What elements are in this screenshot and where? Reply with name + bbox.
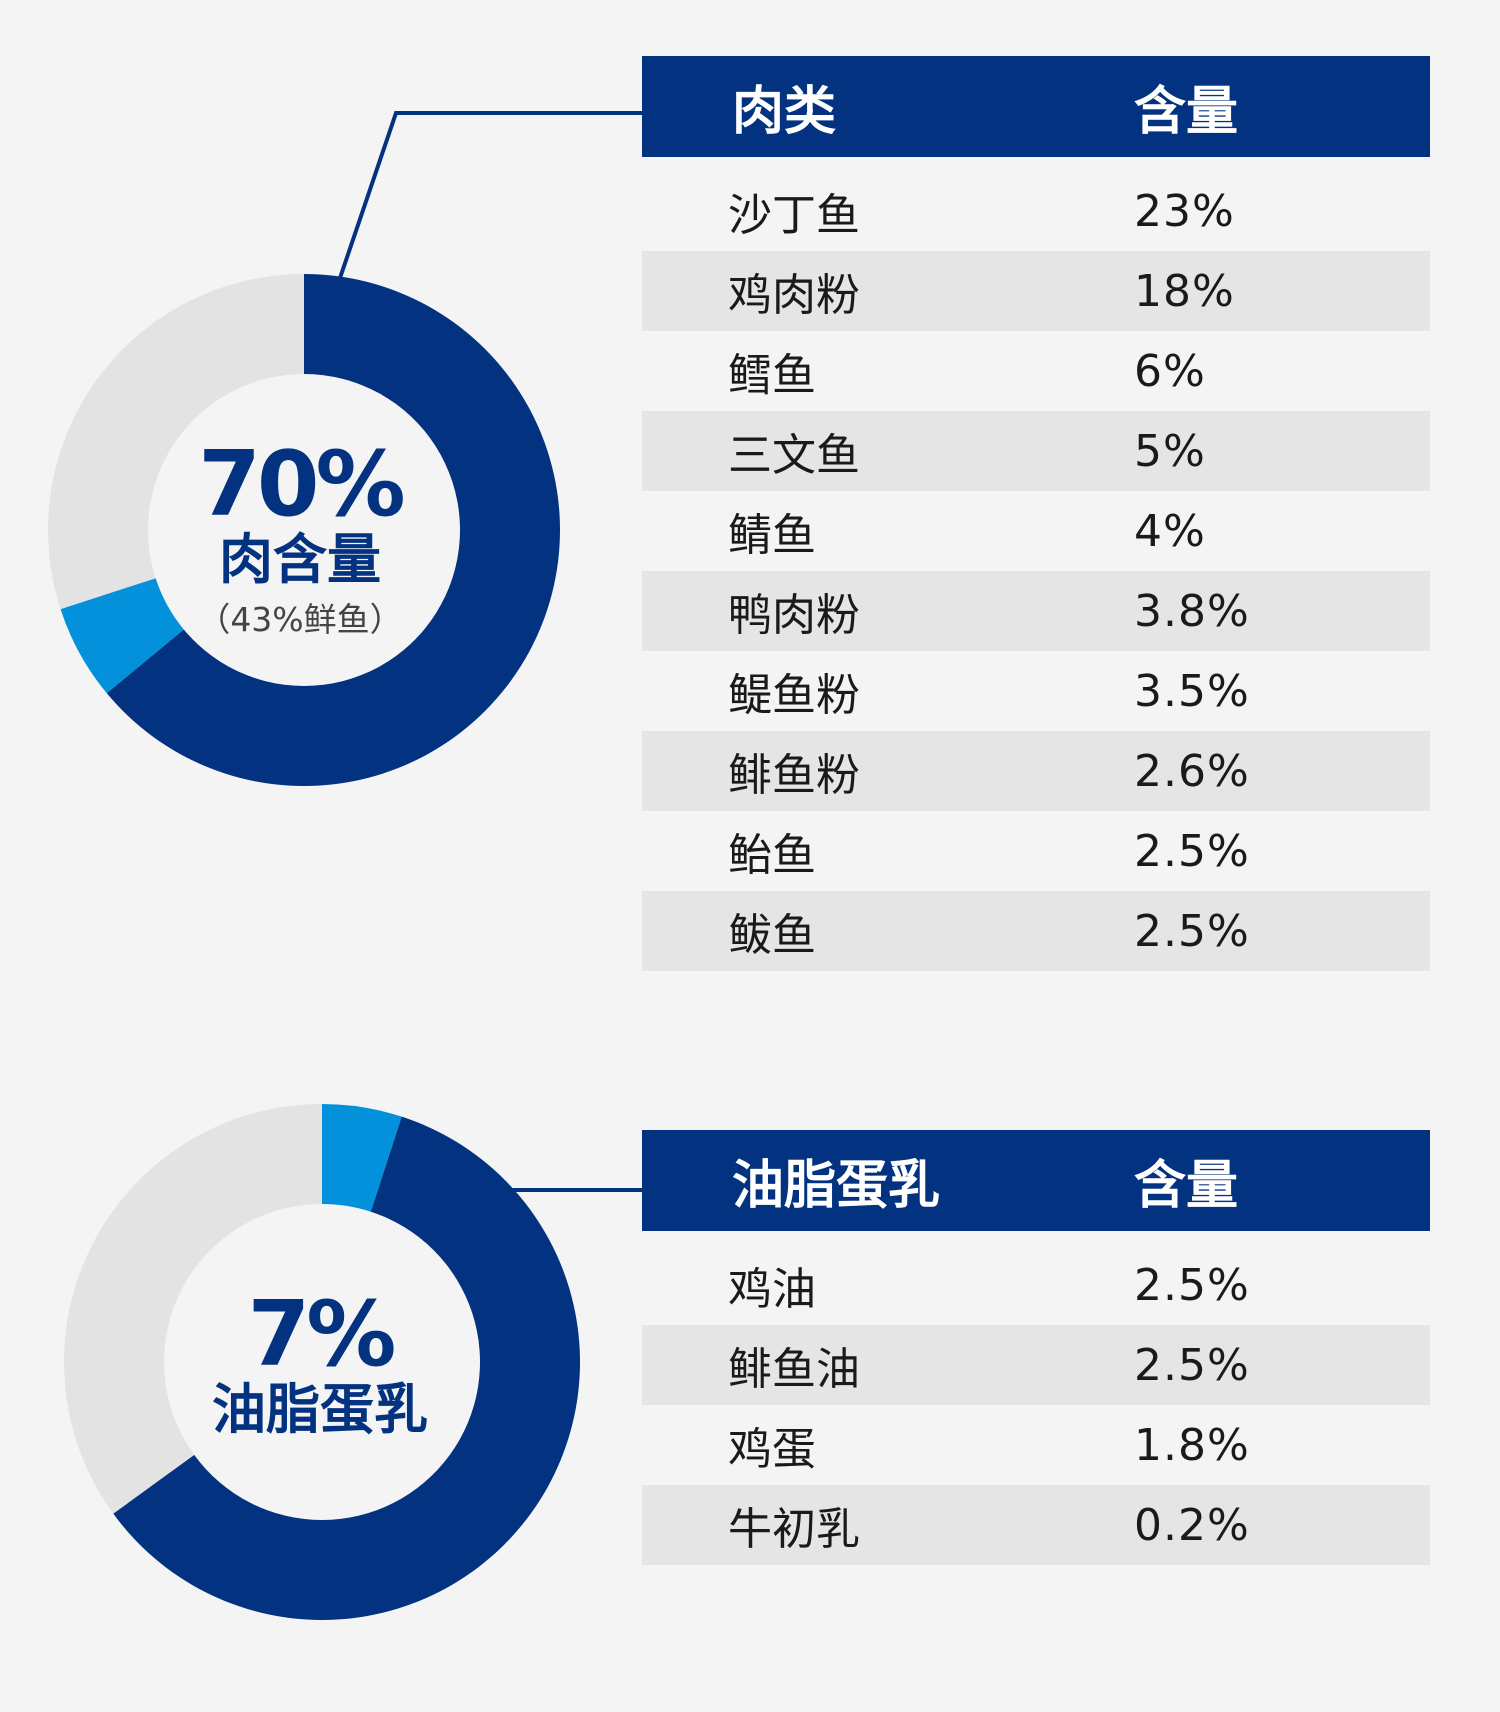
ingredient-name: 鲅鱼 <box>728 910 816 961</box>
table-row: 沙丁鱼 23% <box>642 171 1430 251</box>
ingredient-name: 三文鱼 <box>728 430 860 481</box>
table-row: 鲭鱼 4% <box>642 491 1430 571</box>
meat-center-label: 肉含量 <box>219 528 381 591</box>
ingredient-value: 0.2% <box>1134 1499 1250 1551</box>
ingredient-name: 鸡油 <box>728 1264 816 1315</box>
donut-meat-center: 70% 肉含量 （43%鲜鱼） <box>170 440 430 641</box>
ingredient-value: 1.8% <box>1134 1419 1250 1471</box>
donut-slice <box>322 1104 402 1212</box>
table-row: 鲱鱼粉 2.6% <box>642 731 1430 811</box>
donut-oil-center: 7% 油脂蛋乳 <box>180 1282 460 1441</box>
ingredient-name: 鲐鱼 <box>728 830 816 881</box>
ingredient-name: 鲱鱼粉 <box>728 750 860 801</box>
table-row: 三文鱼 5% <box>642 411 1430 491</box>
meat-center-note: （43%鲜鱼） <box>197 600 403 640</box>
oil-center-label: 油脂蛋乳 <box>212 1378 428 1441</box>
table-row: 鸭肉粉 3.8% <box>642 571 1430 651</box>
ingredient-value: 2.5% <box>1134 1259 1250 1311</box>
donut-slice <box>106 274 561 787</box>
oil-table-header-name: 油脂蛋乳 <box>732 1156 941 1216</box>
ingredient-value: 18% <box>1134 265 1235 317</box>
ingredient-value: 5% <box>1134 425 1206 477</box>
table-row: 鸡蛋 1.8% <box>642 1405 1430 1485</box>
donut-slice <box>60 578 184 694</box>
oil-table-header-value: 含量 <box>1134 1156 1239 1216</box>
ingredient-name: 鸭肉粉 <box>728 590 860 641</box>
oil-table: 油脂蛋乳 含量 鸡油 2.5% 鲱鱼油 2.5% 鸡蛋 1.8% 牛初乳 0.2% <box>642 1130 1430 1565</box>
table-row: 鳕鱼 6% <box>642 331 1430 411</box>
meat-table: 肉类 含量 沙丁鱼 23% 鸡肉粉 18% 鳕鱼 6% 三文鱼 5% 鲭鱼 4% 鸭肉粉 3.8% 鳀鱼… <box>642 56 1430 971</box>
ingredient-name: 鲱鱼油 <box>728 1344 860 1395</box>
ingredient-name: 鲭鱼 <box>728 510 816 561</box>
oil-table-rows: 鸡油 2.5% 鲱鱼油 2.5% 鸡蛋 1.8% 牛初乳 0.2% <box>642 1245 1430 1565</box>
ingredient-value: 23% <box>1134 185 1235 237</box>
ingredient-value: 2.5% <box>1134 825 1250 877</box>
table-row: 鸡油 2.5% <box>642 1245 1430 1325</box>
table-row: 鲅鱼 2.5% <box>642 891 1430 971</box>
ingredient-value: 6% <box>1134 345 1206 397</box>
table-row: 鳀鱼粉 3.5% <box>642 651 1430 731</box>
oil-table-header: 油脂蛋乳 含量 <box>642 1130 1430 1231</box>
donut-slice <box>113 1116 581 1620</box>
ingredient-name: 鳕鱼 <box>728 350 816 401</box>
table-row: 牛初乳 0.2% <box>642 1485 1430 1565</box>
meat-center-value: 70% <box>198 432 405 537</box>
ingredient-name: 鳀鱼粉 <box>728 670 860 721</box>
donut-oil <box>64 1104 581 1620</box>
ingredient-value: 4% <box>1134 505 1206 557</box>
table-row: 鸡肉粉 18% <box>642 251 1430 331</box>
meat-table-header-name: 肉类 <box>732 82 837 142</box>
table-row: 鲱鱼油 2.5% <box>642 1325 1430 1405</box>
ingredient-name: 牛初乳 <box>728 1504 860 1555</box>
ingredient-value: 2.6% <box>1134 745 1250 797</box>
ingredient-value: 2.5% <box>1134 1339 1250 1391</box>
table-row: 鲐鱼 2.5% <box>642 811 1430 891</box>
donut-slice <box>64 1104 322 1514</box>
donut-slice <box>47 274 304 610</box>
meat-table-header: 肉类 含量 <box>642 56 1430 157</box>
ingredient-name: 沙丁鱼 <box>728 190 860 241</box>
connector-line-1 <box>338 111 642 279</box>
meat-table-rows: 沙丁鱼 23% 鸡肉粉 18% 鳕鱼 6% 三文鱼 5% 鲭鱼 4% 鸭肉粉 3.8% 鳀鱼粉 3.5% 鲱… <box>642 171 1430 971</box>
ingredient-value: 2.5% <box>1134 905 1250 957</box>
ingredient-value: 3.8% <box>1134 585 1250 637</box>
ingredient-value: 3.5% <box>1134 665 1250 717</box>
oil-center-value: 7% <box>247 1282 397 1387</box>
ingredient-name: 鸡蛋 <box>728 1424 816 1475</box>
ingredient-name: 鸡肉粉 <box>728 270 860 321</box>
donut-meat <box>47 274 561 787</box>
meat-table-header-value: 含量 <box>1134 82 1239 142</box>
